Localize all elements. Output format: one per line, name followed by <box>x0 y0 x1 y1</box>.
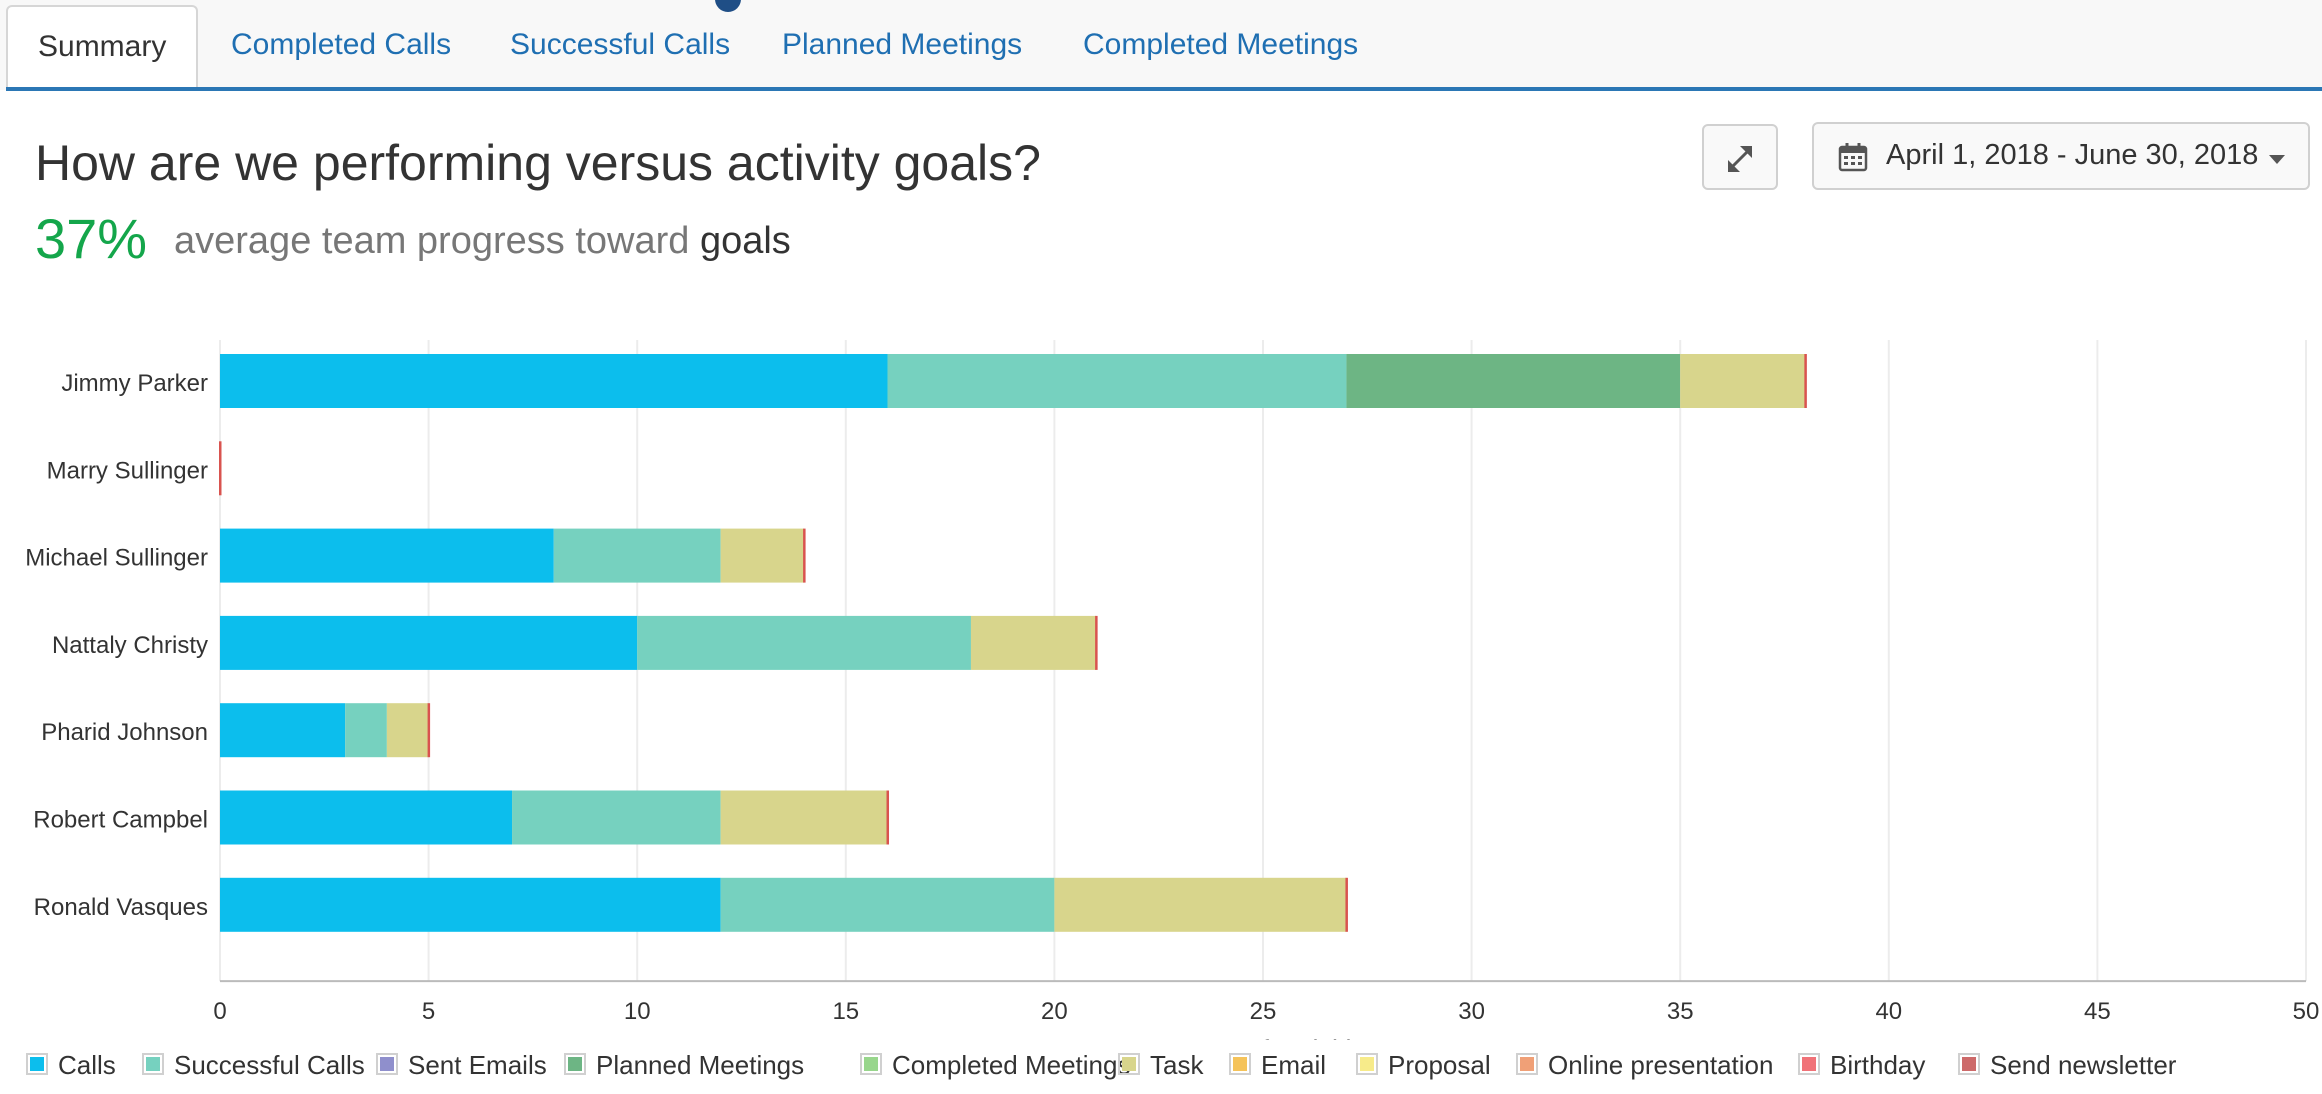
progress-goals-text: goals <box>699 220 791 262</box>
tab-planned-meetings[interactable]: Planned Meetings <box>782 28 1023 61</box>
legend-swatch <box>1516 1053 1538 1075</box>
legend-swatch-fill <box>1520 1057 1534 1071</box>
x-tick-label: 50 <box>2293 998 2320 1025</box>
legend-label: Birthday <box>1830 1050 1926 1080</box>
category-label: Ronald Vasques <box>34 894 208 921</box>
legend-swatch <box>1229 1053 1251 1075</box>
legend-swatch <box>1958 1053 1980 1075</box>
bar-segment <box>220 703 346 758</box>
progress-text: average team progress toward <box>174 220 690 262</box>
bar-segment <box>1680 354 1806 408</box>
legend-swatch-fill <box>1233 1057 1247 1071</box>
calendar-icon <box>1838 143 1868 172</box>
category-label: Jimmy Parker <box>61 370 208 397</box>
x-axis-title: Amount of activities <box>1146 1035 1380 1040</box>
bar-end-marker <box>1345 877 1348 932</box>
date-range-picker[interactable]: April 1, 2018 - June 30, 2018 <box>1812 122 2310 190</box>
bar-end-marker <box>427 703 431 758</box>
legend-label: Task <box>1150 1050 1204 1080</box>
legend-label: Successful Calls <box>174 1050 365 1080</box>
tab-successful-calls[interactable]: Successful Calls <box>510 28 731 61</box>
bar-segment <box>553 528 721 583</box>
team-progress-percent: 37% <box>35 207 148 270</box>
tab-completed-calls[interactable]: Completed Calls <box>231 28 452 61</box>
legend-swatch-fill <box>1360 1057 1374 1071</box>
bar-segment <box>1346 354 1681 408</box>
x-tick-label: 25 <box>1250 998 1277 1025</box>
bar-segment <box>220 790 513 845</box>
x-tick-label: 30 <box>1458 998 1485 1025</box>
x-tick-label: 20 <box>1041 998 1068 1025</box>
bar-segment <box>220 615 638 670</box>
legend-swatch-fill <box>1962 1057 1976 1071</box>
bar-segment <box>720 790 888 845</box>
category-label: Robert Campbel <box>33 807 208 834</box>
expand-icon <box>1728 146 1752 172</box>
legend-swatch <box>860 1053 882 1075</box>
tab-underline <box>6 87 2322 91</box>
legend-swatch <box>564 1053 586 1075</box>
bar-end-marker <box>219 441 222 496</box>
legend-label: Completed Meetings <box>892 1050 1131 1080</box>
legend-swatch-fill <box>864 1057 878 1071</box>
bar-segment <box>720 528 805 583</box>
legend-label: Proposal <box>1388 1050 1491 1080</box>
bar-segment <box>220 877 721 932</box>
x-tick-label: 40 <box>1875 998 1902 1025</box>
legend-swatch-fill <box>30 1057 44 1071</box>
legend-label: Send newsletter <box>1990 1050 2177 1080</box>
legend-swatch-fill <box>1802 1057 1816 1071</box>
x-tick-label: 10 <box>624 998 651 1025</box>
activity-chart: Jimmy Parker Marry Sullinger Michael Sulli… <box>25 340 2320 1040</box>
legend-label: Planned Meetings <box>596 1050 805 1080</box>
bar-segment <box>887 354 1347 408</box>
bar-end-marker <box>1804 354 1807 408</box>
x-tick-label: 5 <box>422 998 435 1025</box>
bar-segment <box>345 703 387 758</box>
category-label: Pharid Johnson <box>41 719 208 746</box>
progress-description: average team progress toward goals <box>174 220 791 263</box>
tab-indicator-dot <box>715 0 741 12</box>
legend-swatch <box>376 1053 398 1075</box>
legend-swatch <box>26 1053 48 1075</box>
category-label: Michael Sullinger <box>25 545 208 572</box>
x-tick-label: 45 <box>2084 998 2111 1025</box>
date-range-label: April 1, 2018 - June 30, 2018 <box>1886 139 2259 171</box>
bar-segment <box>386 703 429 758</box>
bar-segment <box>512 790 721 845</box>
x-tick-label: 0 <box>213 998 226 1025</box>
tab-completed-meetings[interactable]: Completed Meetings <box>1083 28 1359 61</box>
bar-segment <box>720 877 1055 932</box>
bar-segment <box>1054 877 1347 932</box>
bar-end-marker <box>886 790 890 845</box>
bar-segment <box>637 615 971 670</box>
category-label: Marry Sullinger <box>47 457 208 484</box>
tab-summary[interactable]: Summary <box>6 5 199 89</box>
legend-label: Email <box>1261 1050 1327 1080</box>
legend-swatch-fill <box>568 1057 582 1071</box>
legend-swatch-fill <box>380 1057 394 1071</box>
tab-bar: Summary Completed Calls Successful Calls… <box>0 0 2322 91</box>
legend-swatch <box>142 1053 164 1075</box>
x-tick-label: 35 <box>1667 998 1694 1025</box>
legend-swatch <box>1118 1053 1140 1075</box>
legend-label: Sent Emails <box>408 1050 547 1080</box>
bar-end-marker <box>1095 615 1098 670</box>
legend-swatch-fill <box>146 1057 160 1071</box>
legend-swatch <box>1798 1053 1820 1075</box>
page-title: How are we performing versus activity go… <box>35 135 1041 191</box>
legend-label: Online presentation <box>1548 1050 1774 1080</box>
bar-segment <box>220 528 554 583</box>
expand-button[interactable] <box>1702 124 1778 190</box>
legend-swatch <box>1356 1053 1378 1075</box>
x-tick-label: 15 <box>832 998 859 1025</box>
bar-segment <box>220 354 888 408</box>
category-label: Nattaly Christy <box>52 632 208 659</box>
bar-segment <box>970 615 1097 670</box>
legend-swatch-fill <box>1122 1057 1136 1071</box>
bar-end-marker <box>803 528 806 583</box>
caret-down-icon <box>2269 155 2285 164</box>
legend-label: Calls <box>58 1050 116 1080</box>
